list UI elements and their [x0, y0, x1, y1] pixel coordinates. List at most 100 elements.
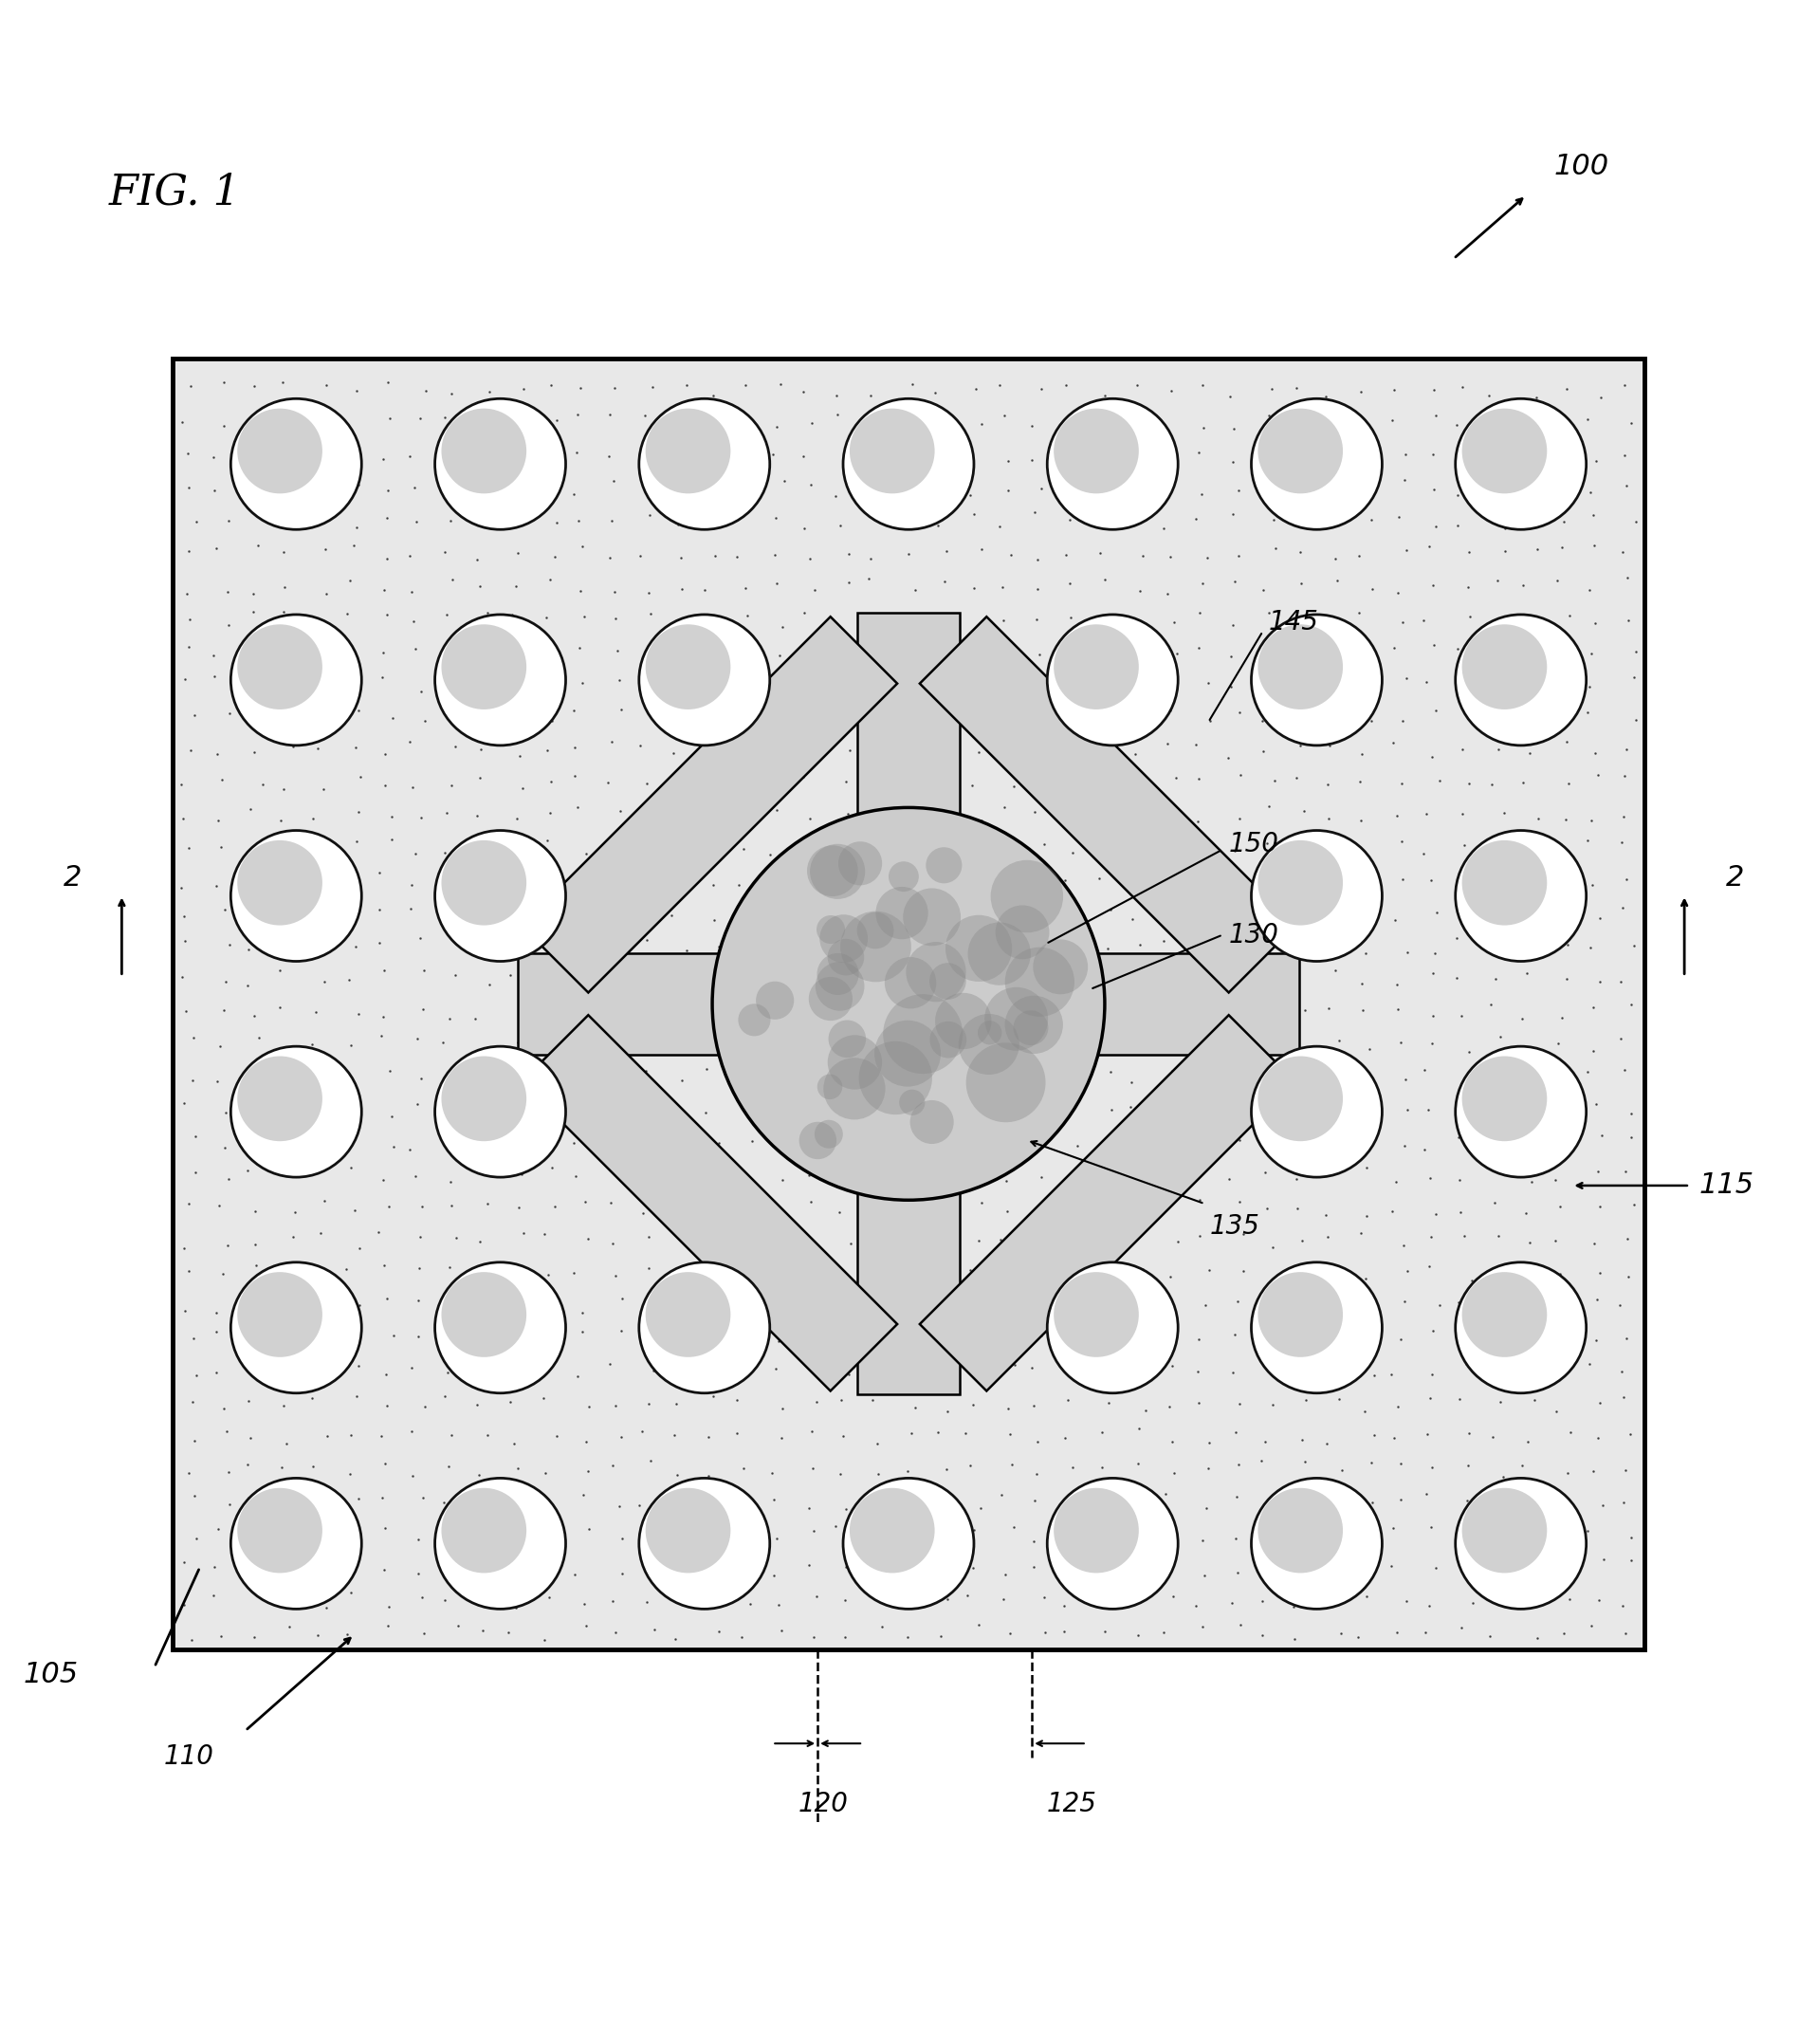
Circle shape [434, 1478, 565, 1609]
Circle shape [841, 912, 910, 981]
Text: 105: 105 [24, 1660, 78, 1688]
Bar [858, 613, 959, 1004]
Circle shape [959, 1014, 1019, 1075]
Circle shape [1463, 840, 1546, 926]
Bar [858, 1004, 959, 1394]
Circle shape [809, 977, 852, 1020]
Bar [518, 953, 908, 1055]
Circle shape [1047, 1263, 1177, 1394]
Circle shape [859, 1040, 932, 1114]
Circle shape [238, 1271, 322, 1357]
Circle shape [1257, 409, 1343, 493]
Circle shape [1252, 615, 1383, 746]
Circle shape [968, 922, 1030, 985]
Circle shape [850, 1488, 934, 1574]
Text: 115: 115 [1699, 1171, 1753, 1200]
Circle shape [1252, 830, 1383, 961]
Circle shape [442, 840, 527, 926]
Circle shape [442, 623, 527, 709]
Circle shape [810, 844, 865, 899]
Circle shape [645, 409, 730, 493]
Circle shape [1054, 1271, 1139, 1357]
Circle shape [238, 623, 322, 709]
Circle shape [1257, 623, 1343, 709]
Circle shape [930, 1022, 967, 1059]
Circle shape [712, 807, 1105, 1200]
Circle shape [238, 840, 322, 926]
Polygon shape [919, 1016, 1296, 1392]
Circle shape [1005, 995, 1063, 1055]
Circle shape [874, 1020, 941, 1087]
Circle shape [231, 830, 362, 961]
Text: 2: 2 [1726, 865, 1744, 891]
Circle shape [1054, 409, 1139, 493]
Circle shape [1054, 623, 1139, 709]
Circle shape [936, 993, 992, 1049]
Circle shape [645, 623, 730, 709]
Circle shape [883, 993, 963, 1073]
Circle shape [927, 846, 961, 883]
Circle shape [910, 1100, 954, 1145]
Circle shape [827, 938, 865, 975]
Polygon shape [521, 1016, 898, 1392]
Circle shape [816, 916, 845, 944]
Circle shape [818, 953, 859, 995]
Circle shape [885, 957, 936, 1008]
Circle shape [231, 1047, 362, 1177]
Bar [908, 953, 1299, 1055]
Circle shape [640, 399, 770, 529]
Circle shape [1257, 1488, 1343, 1574]
Circle shape [1455, 1263, 1586, 1394]
Circle shape [1455, 615, 1586, 746]
Text: 100: 100 [1554, 153, 1608, 180]
Circle shape [1463, 1488, 1546, 1574]
Circle shape [1047, 399, 1177, 529]
Circle shape [930, 963, 967, 1000]
Text: 135: 135 [1210, 1212, 1261, 1239]
Circle shape [838, 842, 881, 885]
Circle shape [238, 1488, 322, 1574]
Circle shape [990, 861, 1063, 932]
Circle shape [1252, 1263, 1383, 1394]
Polygon shape [919, 617, 1296, 993]
Circle shape [442, 1271, 527, 1357]
Circle shape [434, 1047, 565, 1177]
Circle shape [442, 409, 527, 493]
Circle shape [738, 1004, 770, 1036]
Circle shape [807, 846, 858, 897]
Circle shape [827, 1034, 881, 1089]
Circle shape [238, 409, 322, 493]
Circle shape [996, 905, 1048, 959]
Circle shape [814, 1120, 843, 1149]
Circle shape [1034, 940, 1088, 993]
Circle shape [756, 981, 794, 1020]
Circle shape [238, 1057, 322, 1141]
Circle shape [903, 889, 961, 946]
Circle shape [876, 887, 928, 940]
Circle shape [1463, 409, 1546, 493]
Circle shape [978, 1020, 1001, 1044]
Text: FIG. 1: FIG. 1 [109, 172, 242, 213]
Circle shape [843, 399, 974, 529]
Circle shape [823, 1059, 885, 1120]
Circle shape [967, 1042, 1045, 1122]
Circle shape [231, 1478, 362, 1609]
Circle shape [640, 1478, 770, 1609]
Circle shape [1047, 615, 1177, 746]
Circle shape [899, 1089, 925, 1116]
Circle shape [1455, 399, 1586, 529]
Circle shape [799, 1122, 836, 1159]
Text: 2: 2 [64, 865, 82, 891]
Circle shape [1257, 1271, 1343, 1357]
Circle shape [640, 1263, 770, 1394]
Circle shape [1257, 1057, 1343, 1141]
Circle shape [1463, 1271, 1546, 1357]
Circle shape [945, 916, 1012, 981]
Circle shape [1054, 1488, 1139, 1574]
Circle shape [1455, 1478, 1586, 1609]
Circle shape [434, 615, 565, 746]
Circle shape [985, 987, 1048, 1051]
Circle shape [434, 1263, 565, 1394]
Circle shape [640, 615, 770, 746]
Circle shape [843, 1478, 974, 1609]
